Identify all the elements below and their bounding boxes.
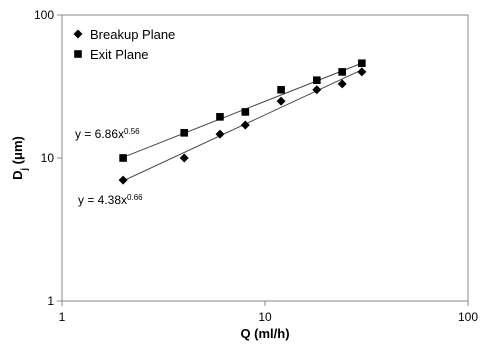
square-marker bbox=[216, 113, 224, 121]
diamond-marker bbox=[337, 79, 347, 89]
fit-equation-exponent: 0.66 bbox=[127, 193, 143, 202]
y-label-subscript: j bbox=[19, 168, 29, 172]
legend-label: Exit Plane bbox=[90, 47, 149, 62]
x-tick-label: 100 bbox=[458, 310, 478, 324]
y-label-suffix: (μm) bbox=[10, 136, 25, 168]
diamond-marker bbox=[240, 120, 250, 130]
x-axis-label: Q (ml/h) bbox=[240, 326, 289, 341]
diamond-marker bbox=[73, 29, 83, 39]
square-marker bbox=[358, 59, 366, 68]
y-tick-label: 100 bbox=[34, 8, 54, 22]
square-marker bbox=[74, 50, 82, 58]
x-tick-label: 10 bbox=[258, 310, 272, 324]
diamond-marker bbox=[118, 175, 128, 185]
y-tick-label: 10 bbox=[41, 151, 55, 165]
fit-equation-base: y = 4.38x bbox=[78, 193, 127, 207]
diamond-marker bbox=[179, 153, 189, 163]
y-label-text: D bbox=[10, 170, 25, 179]
square-marker bbox=[180, 129, 189, 137]
fit-equation: y = 4.38x0.66 bbox=[78, 193, 143, 208]
fit-equation: y = 6.86x0.56 bbox=[75, 127, 140, 142]
diamond-marker bbox=[215, 129, 225, 139]
x-tick-label: 1 bbox=[59, 310, 66, 324]
fit-equation-exponent: 0.56 bbox=[124, 127, 140, 136]
square-marker bbox=[119, 154, 127, 162]
square-marker bbox=[241, 108, 250, 116]
diamond-marker bbox=[357, 67, 367, 77]
square-marker bbox=[277, 85, 285, 94]
square-marker bbox=[338, 68, 346, 76]
square-marker bbox=[313, 76, 321, 84]
diamond-marker bbox=[276, 96, 286, 106]
y-axis-label: Dj (μm) bbox=[10, 136, 29, 180]
legend-label: Breakup Plane bbox=[90, 27, 175, 42]
fit-equation-base: y = 6.86x bbox=[75, 127, 124, 141]
y-tick-label: 1 bbox=[47, 294, 54, 308]
diamond-marker bbox=[312, 85, 322, 95]
